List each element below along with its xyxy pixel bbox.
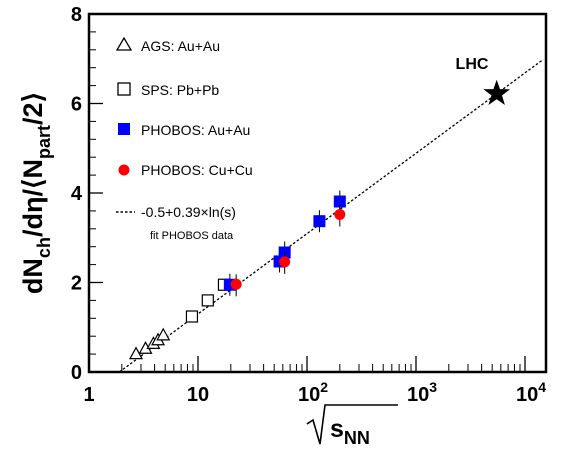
legend-label-sps: SPS: Pb+Pb	[141, 82, 219, 98]
legend-item-fit: -0.5+0.39×ln(s) fit PHOBOS data	[116, 204, 236, 242]
y-tick-label: 8	[71, 4, 82, 26]
x-axis-title: sNN	[306, 404, 398, 448]
axis-ticks: 1 10 102 103 104 0 2 4 6 8	[71, 4, 546, 406]
x-axis-title-text: sNN	[330, 415, 370, 448]
legend-item-phobos-cucu: PHOBOS: Cu+Cu	[118, 162, 253, 178]
legend: AGS: Au+Au SPS: Pb+Pb PHOBOS: Au+Au PHOB…	[115, 36, 253, 242]
legend-label-phobos-cucu: PHOBOS: Cu+Cu	[141, 162, 253, 178]
y-tick-label: 2	[71, 273, 82, 295]
sps-point	[201, 294, 214, 307]
sps-point	[185, 310, 199, 323]
y-tick-label: 0	[71, 362, 82, 384]
x-tick-label: 102	[298, 379, 328, 406]
legend-marker-sps	[117, 82, 131, 96]
y-axis-title-group: dNch/dη/⟨Npart/2⟩	[18, 92, 54, 294]
legend-marker-phobos-cucu	[118, 164, 130, 176]
legend-item-ags: AGS: Au+Au	[115, 36, 220, 54]
phobos-cucu-point	[279, 256, 291, 268]
legend-label-ags: AGS: Au+Au	[141, 38, 220, 54]
legend-item-phobos-auau: PHOBOS: Au+Au	[118, 122, 250, 138]
y-axis-title: dNch/dη/⟨Npart/2⟩	[18, 92, 54, 294]
lhc-label: LHC	[456, 56, 489, 73]
ags-point	[156, 327, 171, 341]
legend-marker-ags	[115, 36, 133, 51]
lhc-star	[483, 79, 510, 105]
legend-item-sps: SPS: Pb+Pb	[117, 82, 219, 98]
lhc-layer: LHC	[456, 56, 510, 105]
phobos-auau-point	[333, 195, 346, 208]
legend-label-phobos-auau: PHOBOS: Au+Au	[141, 122, 250, 138]
x-tick-label: 10	[187, 384, 209, 406]
phobos-auau-point	[313, 215, 326, 228]
legend-marker-phobos-auau	[118, 123, 130, 135]
y-tick-label: 6	[71, 94, 82, 116]
data-points	[129, 190, 346, 360]
sqrt-sign	[306, 404, 398, 445]
x-tick-label: 104	[516, 379, 546, 406]
legend-sublabel-fit: fit PHOBOS data	[150, 230, 234, 242]
legend-label-fit: -0.5+0.39×ln(s)	[141, 204, 236, 220]
y-tick-label: 4	[71, 183, 83, 205]
phobos-cucu-point	[334, 208, 346, 220]
phobos-cucu-point	[230, 278, 242, 290]
x-tick-label: 1	[83, 384, 94, 406]
x-tick-label: 103	[407, 379, 437, 406]
